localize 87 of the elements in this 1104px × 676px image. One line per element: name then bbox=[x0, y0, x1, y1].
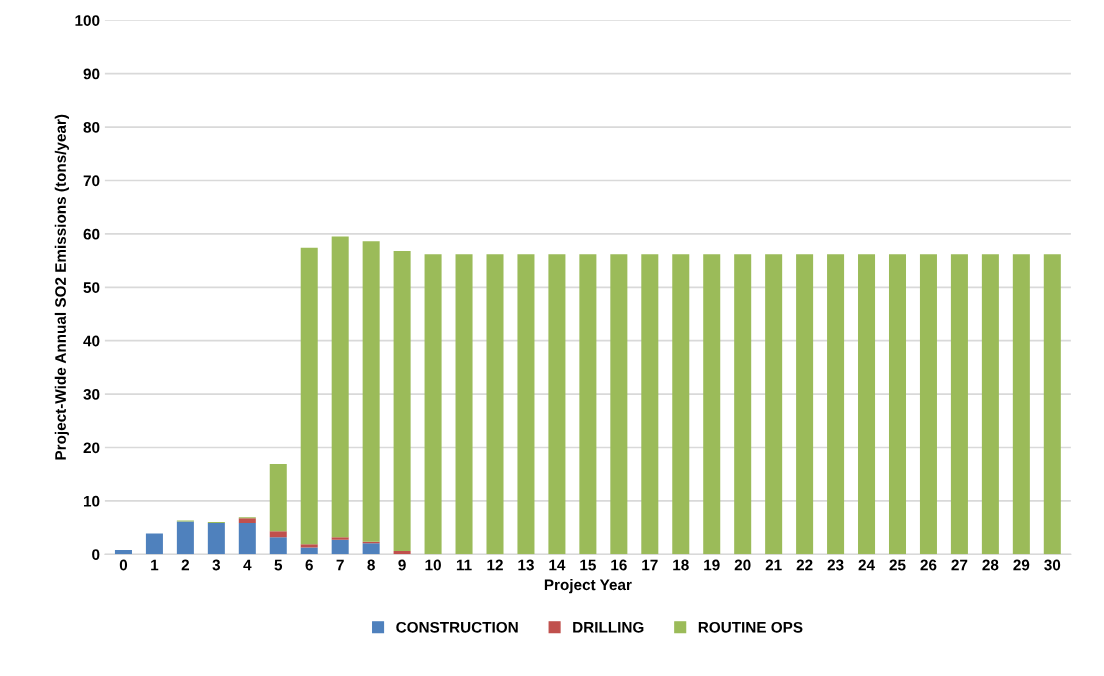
bar bbox=[455, 254, 473, 555]
x-tick-label: 26 bbox=[920, 559, 937, 571]
x-tick-label: 21 bbox=[765, 559, 782, 571]
x-tick-label: 1 bbox=[151, 559, 159, 571]
bar bbox=[300, 544, 318, 548]
x-tick-label: 2 bbox=[181, 559, 190, 571]
x-tick-label: 29 bbox=[1013, 559, 1030, 571]
x-tick-label: 20 bbox=[734, 559, 751, 571]
bar bbox=[610, 254, 628, 555]
x-tick-label: 5 bbox=[274, 559, 283, 571]
y-axis-title: Project-Wide Annual SO2 Emissions (tons/year) bbox=[54, 114, 69, 460]
bar bbox=[269, 531, 287, 538]
bar bbox=[238, 518, 256, 524]
bar bbox=[362, 241, 380, 542]
x-tick-label: 28 bbox=[982, 559, 999, 571]
bar bbox=[919, 254, 937, 555]
y-tick-label: 60 bbox=[83, 228, 100, 240]
bar bbox=[331, 236, 349, 538]
bar bbox=[827, 254, 845, 555]
y-tick-label: 70 bbox=[83, 175, 100, 187]
y-tick-label: 0 bbox=[92, 549, 100, 561]
bar bbox=[393, 551, 411, 555]
x-tick-label: 16 bbox=[611, 559, 627, 571]
y-tick-label: 100 bbox=[75, 15, 100, 26]
bar bbox=[641, 254, 659, 555]
bar bbox=[548, 254, 566, 555]
bar bbox=[1043, 254, 1061, 555]
bar bbox=[672, 254, 690, 555]
bar bbox=[888, 254, 907, 555]
y-tick-label: 10 bbox=[83, 495, 100, 507]
bar bbox=[300, 547, 318, 555]
bar bbox=[703, 254, 721, 555]
bar bbox=[145, 533, 163, 555]
x-tick-label: 11 bbox=[456, 559, 472, 571]
x-tick-label: 19 bbox=[704, 559, 720, 571]
y-tick-label: 50 bbox=[83, 282, 100, 293]
x-tick-label: 12 bbox=[487, 559, 503, 571]
bar bbox=[300, 247, 318, 545]
y-tick-label: 80 bbox=[83, 121, 100, 133]
bar bbox=[331, 539, 349, 555]
x-tick-label: 9 bbox=[398, 559, 406, 571]
bar bbox=[796, 254, 814, 555]
x-tick-label: 13 bbox=[518, 559, 534, 571]
x-tick-label: 0 bbox=[119, 559, 128, 571]
bar bbox=[362, 543, 380, 555]
bar bbox=[517, 254, 535, 555]
bar bbox=[765, 254, 783, 555]
x-axis-title: Project Year bbox=[544, 578, 632, 594]
y-tick-label: 40 bbox=[83, 335, 100, 347]
bar bbox=[486, 254, 504, 555]
x-tick-label: 17 bbox=[642, 559, 658, 571]
bar bbox=[579, 254, 597, 555]
legend-label: ROUTINE OPS bbox=[698, 621, 803, 633]
x-tick-label: 15 bbox=[580, 559, 596, 571]
x-tick-label: 4 bbox=[243, 559, 252, 571]
y-tick-label: 90 bbox=[83, 68, 100, 80]
y-tick-label: 20 bbox=[83, 442, 100, 454]
bar bbox=[950, 254, 968, 555]
bar bbox=[114, 550, 132, 555]
bar bbox=[981, 254, 999, 555]
legend-label: CONSTRUCTION bbox=[396, 621, 518, 633]
bar bbox=[858, 254, 876, 555]
x-tick-label: 25 bbox=[889, 559, 906, 571]
x-tick-label: 23 bbox=[827, 559, 844, 571]
bar bbox=[238, 523, 256, 555]
x-tick-label: 3 bbox=[212, 559, 221, 571]
x-tick-label: 8 bbox=[367, 559, 375, 571]
bar bbox=[424, 254, 442, 555]
x-tick-label: 27 bbox=[951, 559, 968, 571]
bar bbox=[269, 537, 287, 555]
bar bbox=[734, 254, 752, 555]
bar bbox=[1012, 254, 1030, 555]
x-tick-label: 22 bbox=[796, 559, 813, 571]
x-tick-label: 24 bbox=[858, 559, 875, 571]
x-tick-label: 30 bbox=[1044, 559, 1061, 571]
x-tick-label: 7 bbox=[336, 559, 344, 571]
legend-label: DRILLING bbox=[573, 621, 644, 633]
y-tick-label: 30 bbox=[83, 388, 100, 400]
bar bbox=[331, 537, 349, 540]
bar bbox=[393, 250, 411, 552]
x-tick-label: 14 bbox=[549, 559, 566, 571]
bar bbox=[207, 523, 225, 555]
bar bbox=[269, 464, 287, 532]
x-tick-label: 6 bbox=[305, 559, 313, 571]
bar bbox=[176, 521, 194, 555]
x-tick-label: 18 bbox=[673, 559, 689, 571]
x-tick-label: 10 bbox=[425, 559, 441, 571]
